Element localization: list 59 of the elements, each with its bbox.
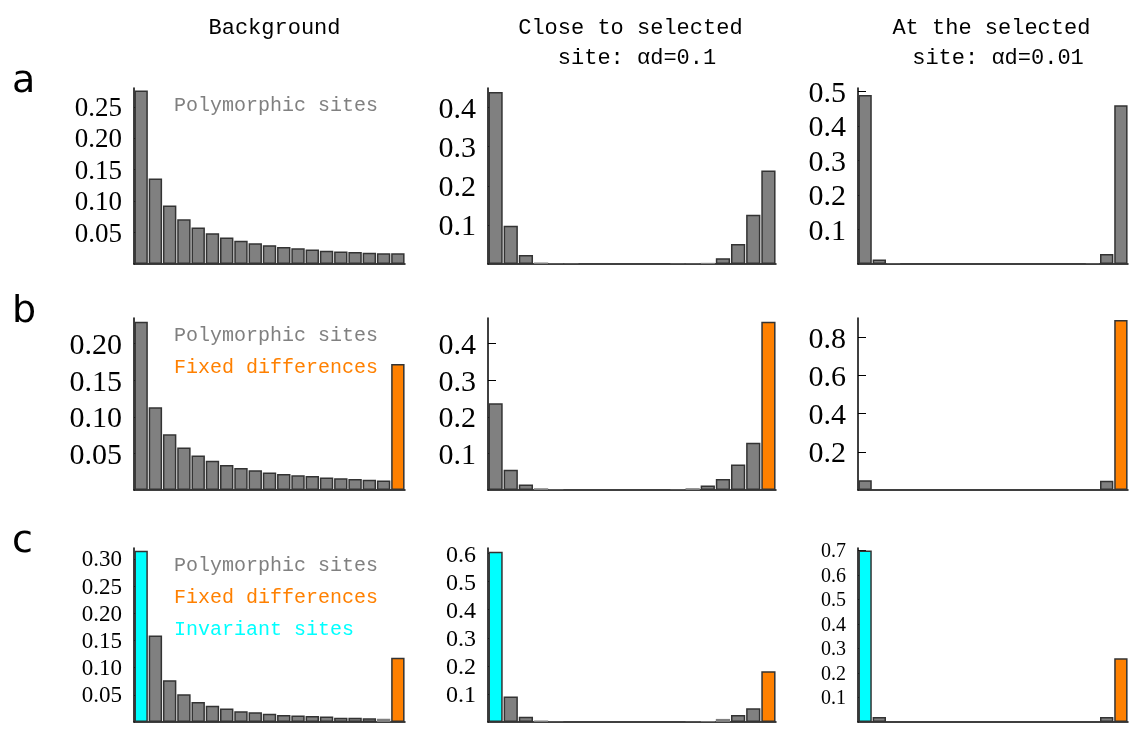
y-tick-label: 0.20	[81, 600, 122, 626]
y-tick-label: 0.4	[808, 109, 846, 143]
chart-title: At the selected site: αd=0.01	[892, 15, 1104, 71]
text: a	[12, 57, 36, 101]
y-tick-label: 0.3	[808, 143, 846, 177]
y-tick-label: 0.10	[74, 186, 122, 217]
y-tick-label: 0.4	[446, 596, 476, 623]
y-tick-label: 0.15	[69, 363, 122, 397]
y-tick-label: 0.1	[821, 686, 846, 709]
y-tick-label: 0.2	[808, 178, 846, 212]
y-tick-label: 0.4	[438, 327, 476, 361]
y-tick-label: 0.8	[808, 320, 846, 354]
y-tick-label: 0.1	[438, 208, 476, 242]
y-tick-label: 0.05	[69, 436, 122, 470]
y-tick-label: 0.05	[81, 682, 122, 708]
y-tick-label: 0.25	[81, 573, 122, 599]
y-tick-label: 0.6	[446, 540, 476, 567]
chart-title: Close to selected site: αd=0.1	[518, 15, 756, 71]
series-label: Fixed differences	[173, 355, 379, 379]
y-tick-label: 0.20	[69, 327, 122, 361]
y-tick-label: 0.10	[69, 400, 122, 434]
y-tick-label: 0.6	[821, 563, 846, 586]
y-tick-label: 0.3	[438, 363, 476, 397]
bar	[391, 657, 405, 722]
y-tick-label: 0.3	[446, 624, 476, 651]
series-label: Invariant sites	[173, 617, 354, 641]
y-tick-label: 0.25	[74, 91, 122, 122]
y-tick-label: 0.2	[808, 435, 846, 469]
y-tick-label: 0.15	[81, 627, 122, 653]
series-label: Polymorphic sites	[173, 93, 379, 117]
y-tick-label: 0.3	[438, 130, 476, 164]
y-tick-label: 0.2	[821, 661, 846, 684]
text: c	[12, 517, 33, 561]
text: Fixed differences	[173, 585, 379, 609]
bar	[858, 480, 872, 490]
y-tick-label: 0.4	[808, 397, 846, 431]
y-tick-label: 0.2	[446, 652, 476, 679]
text: Polymorphic sites	[173, 553, 379, 577]
y-tick-label: 0.4	[821, 612, 846, 635]
chart-title: Background	[208, 15, 341, 41]
y-tick-label: 0.5	[821, 588, 846, 611]
y-tick-label: 0.5	[446, 568, 476, 595]
y-tick-label: 0.15	[74, 154, 122, 185]
y-tick-label: 0.20	[74, 123, 122, 154]
y-tick-label: 0.1	[446, 680, 476, 707]
y-tick-label: 0.30	[81, 546, 122, 572]
text: b	[12, 287, 37, 331]
y-tick-label: 0.1	[438, 436, 476, 470]
y-tick-label: 0.05	[74, 217, 122, 248]
y-tick-label: 0.7	[821, 539, 846, 562]
y-tick-label: 0.5	[808, 74, 846, 108]
y-tick-label: 0.2	[438, 169, 476, 203]
y-tick-label: 0.4	[438, 91, 476, 125]
series-label: Polymorphic sites	[173, 323, 379, 347]
y-tick-label: 0.3	[821, 637, 846, 660]
y-tick-label: 0.1	[808, 212, 846, 246]
y-tick-label: 0.2	[438, 400, 476, 434]
y-tick-label: 0.6	[808, 358, 846, 392]
y-tick-label: 0.10	[81, 655, 122, 681]
